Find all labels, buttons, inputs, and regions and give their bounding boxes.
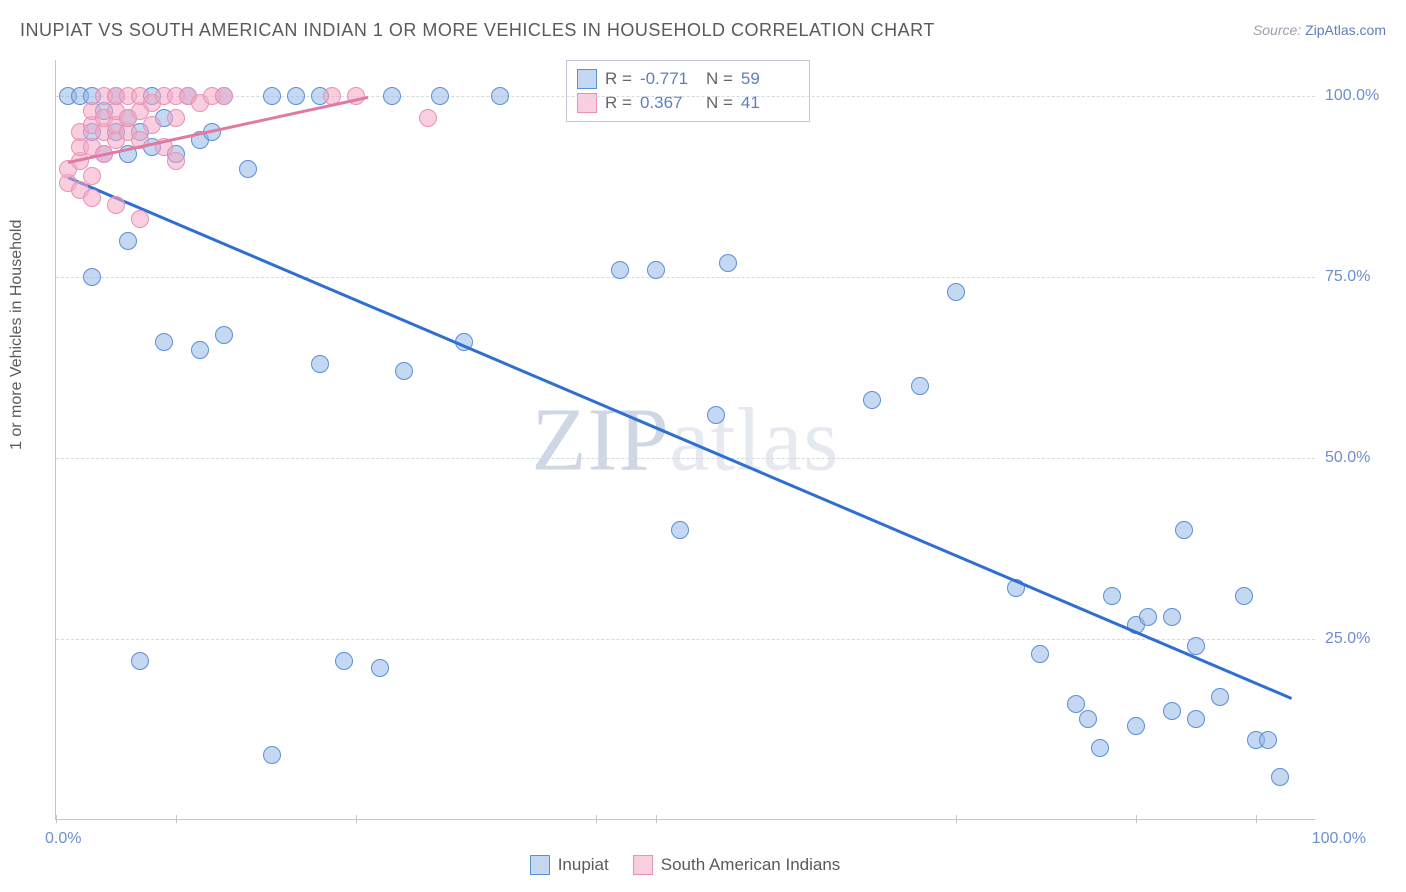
data-point [155,333,173,351]
data-point [131,210,149,228]
gridline [56,277,1315,278]
swatch-icon [633,855,653,875]
source-link[interactable]: ZipAtlas.com [1305,22,1386,38]
n-value: 59 [741,69,799,89]
series-legend: Inupiat South American Indians [55,855,1315,875]
data-point [491,87,509,105]
x-tick-mark [956,815,957,823]
data-point [719,254,737,272]
r-label: R = [605,69,632,89]
data-point [395,362,413,380]
source-label: Source: [1253,22,1305,38]
data-point [143,116,161,134]
data-point [83,167,101,185]
swatch-icon [577,69,597,89]
data-point [1211,688,1229,706]
x-tick-mark [1256,815,1257,823]
data-point [131,652,149,670]
y-tick-label: 100.0% [1325,87,1388,105]
data-point [431,87,449,105]
data-point [1139,608,1157,626]
x-tick-mark [1136,815,1137,823]
correlation-legend: R = -0.771 N = 59 R = 0.367 N = 41 [566,60,810,122]
data-point [1163,608,1181,626]
n-label: N = [706,69,733,89]
x-tick-label: 100.0% [1312,830,1366,848]
data-point [311,355,329,373]
legend-label: Inupiat [558,855,609,875]
data-point [263,746,281,764]
x-tick-label: 0.0% [45,830,81,848]
trend-line [68,176,1293,699]
data-point [167,109,185,127]
data-point [1163,702,1181,720]
data-point [611,261,629,279]
data-point [947,283,965,301]
data-point [287,87,305,105]
chart-title: INUPIAT VS SOUTH AMERICAN INDIAN 1 OR MO… [20,20,935,41]
data-point [263,87,281,105]
data-point [1079,710,1097,728]
y-tick-label: 75.0% [1325,268,1388,286]
data-point [863,391,881,409]
data-point [107,196,125,214]
data-point [1127,717,1145,735]
data-point [167,152,185,170]
x-tick-mark [356,815,357,823]
data-point [119,232,137,250]
legend-row: R = 0.367 N = 41 [577,91,799,115]
data-point [1259,731,1277,749]
data-point [191,341,209,359]
data-point [1271,768,1289,786]
x-tick-mark [656,815,657,823]
data-point [371,659,389,677]
data-point [215,87,233,105]
data-point [1187,710,1205,728]
legend-row: R = -0.771 N = 59 [577,67,799,91]
x-tick-mark [176,815,177,823]
data-point [1235,587,1253,605]
data-point [1103,587,1121,605]
gridline [56,458,1315,459]
data-point [1175,521,1193,539]
x-tick-mark [56,815,57,823]
r-value: -0.771 [640,69,698,89]
data-point [83,189,101,207]
data-point [383,87,401,105]
legend-item: South American Indians [633,855,841,875]
data-point [1091,739,1109,757]
x-tick-mark [596,815,597,823]
data-point [707,406,725,424]
scatter-plot-area: ZIPatlas R = -0.771 N = 59 R = 0.367 N =… [55,60,1315,820]
data-point [239,160,257,178]
data-point [419,109,437,127]
legend-label: South American Indians [661,855,841,875]
gridline [56,96,1315,97]
data-point [647,261,665,279]
gridline [56,639,1315,640]
source-credit: Source: ZipAtlas.com [1253,22,1386,38]
data-point [215,326,233,344]
y-tick-label: 25.0% [1325,630,1388,648]
data-point [911,377,929,395]
swatch-icon [530,855,550,875]
data-point [671,521,689,539]
data-point [83,268,101,286]
y-tick-label: 50.0% [1325,449,1388,467]
data-point [335,652,353,670]
y-axis-label: 1 or more Vehicles in Household [8,220,26,450]
data-point [1031,645,1049,663]
legend-item: Inupiat [530,855,609,875]
